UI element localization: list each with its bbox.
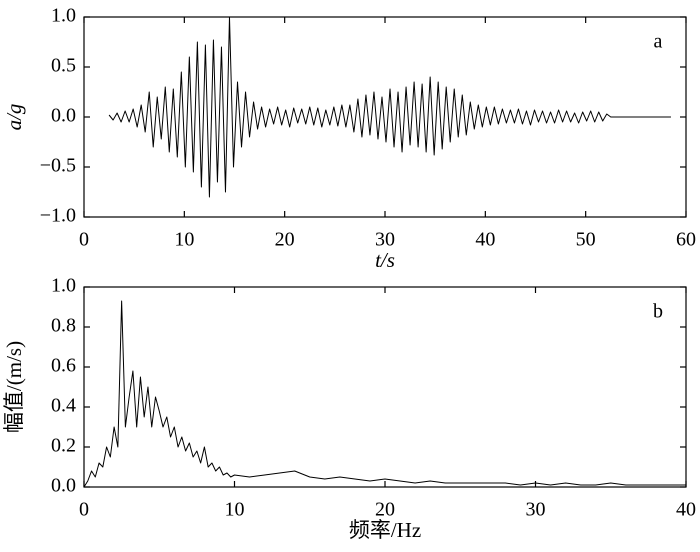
panel-label: b (653, 301, 663, 323)
x-tick-label: 20 (375, 499, 395, 521)
plot-frame (83, 286, 687, 488)
panel-label: a (654, 31, 663, 53)
y-tick-label: 0.6 (51, 355, 76, 377)
y-tick-label: 0.0 (51, 475, 76, 497)
x-tick-label: 10 (225, 499, 245, 521)
x-axis-title: t/s (375, 248, 395, 272)
x-tick-label: 40 (475, 229, 495, 251)
y-axis-title: 幅值/(m/s) (2, 341, 26, 433)
x-tick-label: 0 (79, 499, 89, 521)
y-tick-label: −1.0 (40, 205, 76, 227)
x-tick-label: 20 (275, 229, 295, 251)
x-tick-label: 40 (676, 499, 696, 521)
y-tick-label: 0.2 (51, 435, 76, 457)
y-tick-label: 0.4 (51, 395, 76, 417)
y-tick-label: 0.5 (51, 55, 76, 77)
y-tick-label: −0.5 (40, 155, 76, 177)
y-tick-label: 1.0 (51, 5, 76, 27)
x-axis-title: 频率/Hz (349, 518, 421, 542)
plot-frame (83, 16, 687, 218)
signal-line (108, 16, 671, 198)
x-tick-label: 30 (526, 499, 546, 521)
signal-line (83, 300, 686, 488)
y-axis-title: a/g (2, 104, 26, 131)
y-tick-label: 0.8 (51, 315, 76, 337)
y-tick-label: 1.0 (51, 275, 76, 297)
x-tick-label: 50 (576, 229, 596, 251)
y-tick-label: 0.0 (51, 105, 76, 127)
x-tick-label: 0 (79, 229, 89, 251)
x-tick-label: 10 (174, 229, 194, 251)
x-tick-label: 30 (375, 229, 395, 251)
x-tick-label: 60 (676, 229, 696, 251)
